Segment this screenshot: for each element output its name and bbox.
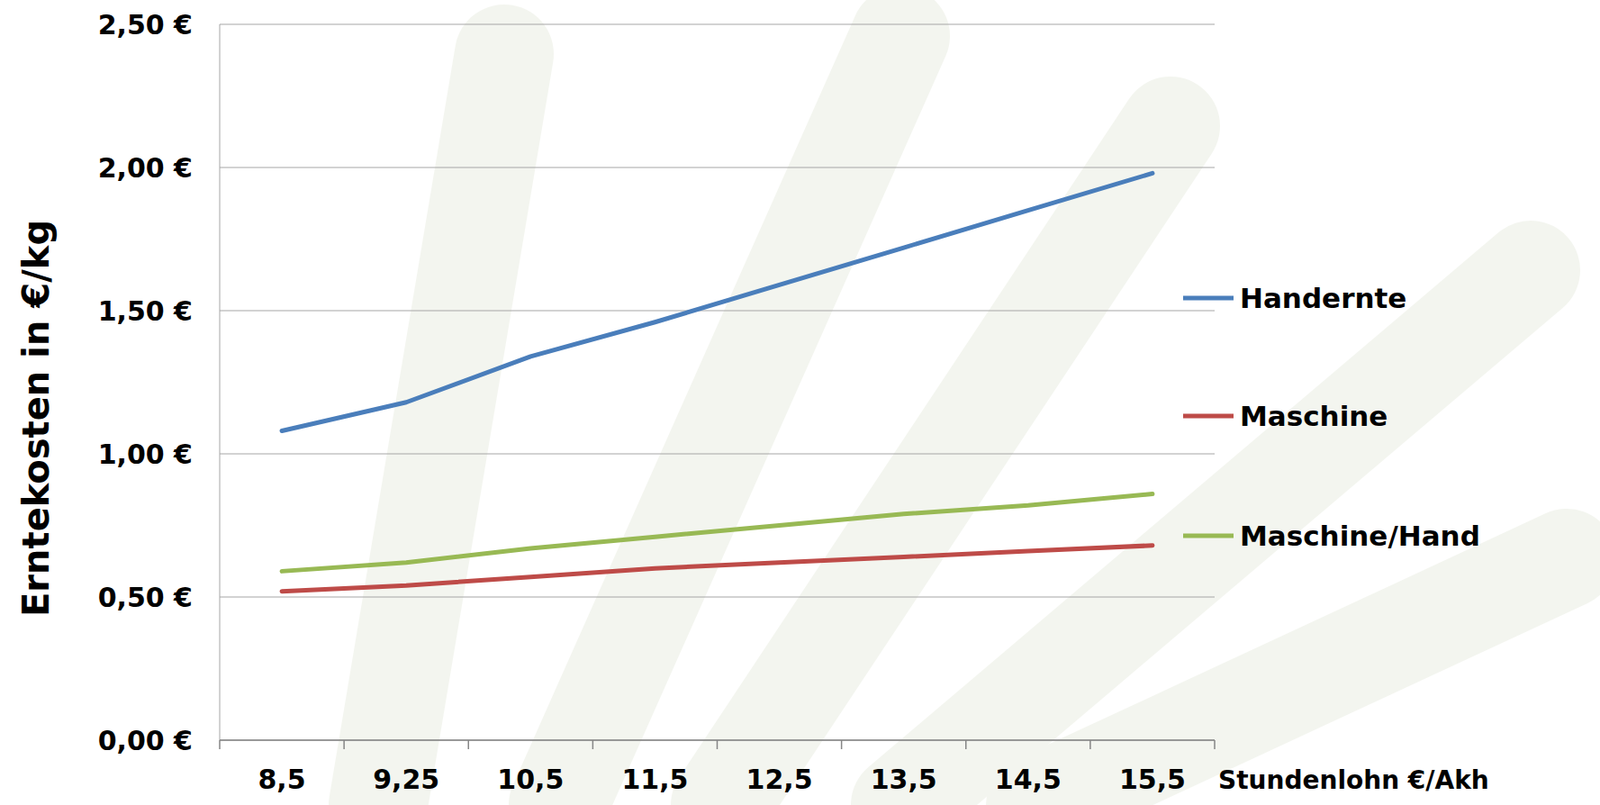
y-tick-label: 1,50 € [98,295,193,327]
series-line [281,494,1153,572]
x-tick-label: 8,5 [257,763,306,796]
legend-label: Maschine [1239,399,1388,433]
x-tick-label: 13,5 [870,763,938,796]
x-tick-label: 11,5 [621,763,688,796]
grid-line [219,596,1215,598]
y-tick-label: 2,50 € [98,9,193,41]
y-tick-label: 1,00 € [98,438,193,471]
legend-swatch [1183,296,1234,301]
y-tick-label: 2,00 € [98,152,193,184]
legend-label: Maschine/Hand [1239,519,1481,552]
x-tick-mark [840,740,843,750]
x-tick-label: 14,5 [994,763,1062,796]
y-axis-title: Erntekosten in €/kg [15,219,57,617]
x-tick-mark [965,740,968,750]
chart-container: 0,00 € 0,50 € 1,00 € 1,50 € 2,00 € 2,50 € 8,5 9… [0,0,1600,805]
x-tick-mark [716,740,719,750]
legend-swatch [1183,414,1234,419]
chart-svg: 0,00 € 0,50 € 1,00 € 1,50 € 2,00 € 2,50 € 8,5 9… [0,0,1600,805]
y-axis-line [219,24,221,741]
grid-line [219,167,1215,169]
x-tick-label: 15,5 [1119,763,1186,796]
x-tick-mark [592,740,595,750]
legend-swatch [1183,533,1234,539]
x-tick-label: 12,5 [746,763,814,796]
x-axis-title: Stundenlohn €/Akh [1218,765,1490,796]
plot-area [281,172,1153,591]
y-tick-label: 0,00 € [98,724,193,757]
background-stalk [378,54,505,805]
x-tick-mark [343,740,345,750]
grid-line [219,24,1215,26]
y-tick-label: 0,50 € [98,581,193,614]
x-tick-mark [1089,740,1092,750]
x-tick-mark [218,740,221,750]
x-tick-mark [1213,740,1216,750]
legend-label: Handernte [1239,281,1407,315]
legend: Handernte Maschine Maschine/Hand [1183,281,1481,552]
x-tick-mark [468,740,471,750]
background-stalk [1035,558,1567,805]
series-line [281,172,1153,431]
grid-line [219,453,1215,455]
grid-line [219,310,1215,312]
series-line [281,545,1153,592]
x-tick-label: 10,5 [497,763,564,796]
background-decoration [378,36,1567,805]
x-tick-label: 9,25 [372,763,440,796]
